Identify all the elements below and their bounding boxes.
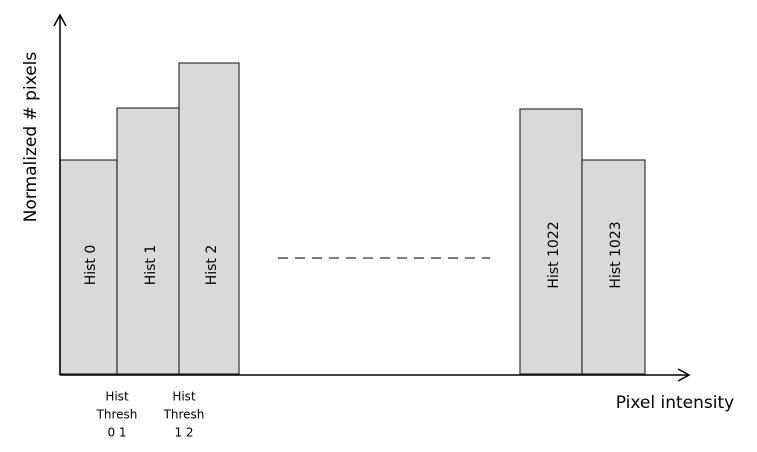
bar-label: Hist 0 [83,245,99,286]
bar-label: Hist 1022 [546,221,562,288]
threshold-label: Thresh [96,408,138,422]
bar [581,159,646,375]
threshold-label: Thresh [163,408,205,422]
threshold-label: Hist [105,390,129,404]
threshold-label: Hist [172,390,196,404]
threshold-label: 0 1 [107,426,126,440]
bar-label: Hist 2 [204,245,220,286]
bar-label: Hist 1023 [608,221,624,288]
threshold-label: 1 2 [174,426,193,440]
bar [116,107,180,375]
bar-label: Hist 1 [143,245,159,286]
bar [519,108,583,375]
x-axis-label: Pixel intensity [616,393,734,413]
bar [59,159,118,375]
y-axis-arrow [53,13,67,27]
y-axis-label: Normalized # pixels [21,52,41,223]
x-axis-arrow [677,368,691,382]
bar [178,62,240,375]
